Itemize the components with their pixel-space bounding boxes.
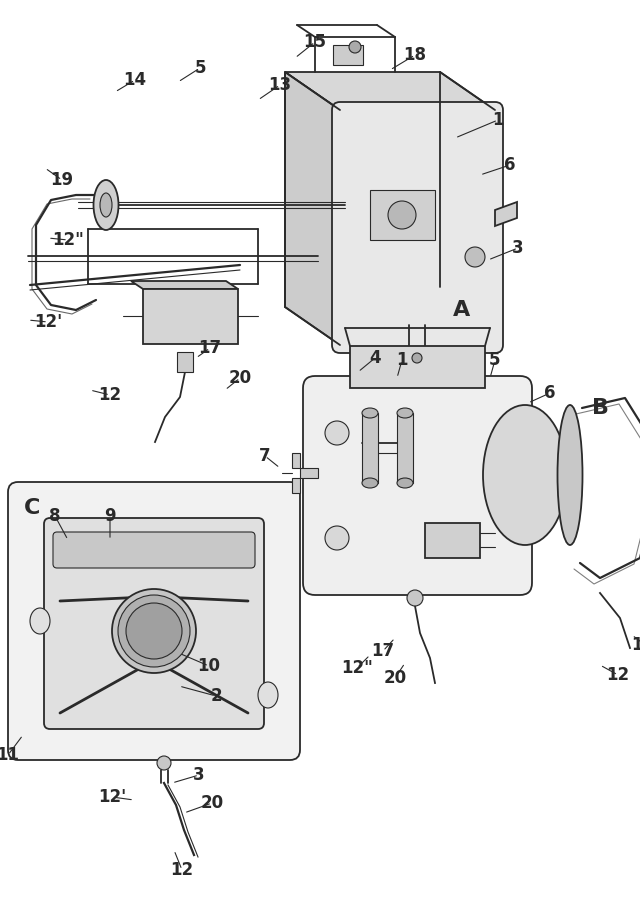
FancyBboxPatch shape [8, 482, 300, 760]
Text: 7: 7 [259, 447, 271, 465]
Bar [350, 346, 485, 388]
FancyBboxPatch shape [44, 518, 264, 729]
Text: 6: 6 [544, 384, 556, 402]
Text: 12": 12" [341, 659, 373, 677]
Ellipse shape [362, 408, 378, 418]
Text: 12": 12" [52, 231, 84, 249]
FancyBboxPatch shape [332, 102, 503, 353]
Circle shape [126, 603, 182, 659]
Circle shape [325, 421, 349, 445]
Text: 12: 12 [170, 861, 193, 879]
Text: A: A [453, 300, 470, 320]
Polygon shape [495, 202, 517, 226]
Ellipse shape [557, 405, 582, 545]
Bar [143, 289, 238, 344]
Text: 2: 2 [210, 687, 222, 705]
Polygon shape [285, 72, 495, 110]
FancyBboxPatch shape [303, 376, 532, 595]
Bar [397, 413, 413, 483]
Text: 20: 20 [200, 794, 223, 812]
Circle shape [465, 247, 485, 267]
Bar [362, 413, 378, 483]
Ellipse shape [362, 478, 378, 488]
Text: 10: 10 [198, 657, 221, 675]
Circle shape [157, 756, 171, 770]
Circle shape [412, 353, 422, 363]
Ellipse shape [93, 180, 118, 230]
Text: 8: 8 [49, 507, 61, 525]
Circle shape [325, 526, 349, 550]
Text: 12: 12 [99, 386, 122, 404]
Text: 17: 17 [198, 339, 221, 357]
Text: 6: 6 [504, 156, 516, 174]
Text: 12': 12' [98, 788, 126, 806]
Text: 18: 18 [403, 46, 426, 64]
Text: 11: 11 [0, 746, 19, 764]
Text: 4: 4 [369, 349, 381, 367]
Circle shape [349, 41, 361, 53]
Ellipse shape [483, 405, 567, 545]
Text: 5: 5 [195, 59, 205, 77]
Text: 12': 12' [631, 636, 640, 654]
Ellipse shape [100, 193, 112, 217]
Circle shape [118, 595, 190, 667]
Bar [425, 523, 480, 558]
Text: 20: 20 [383, 669, 406, 687]
Polygon shape [285, 72, 340, 345]
Text: 14: 14 [124, 71, 147, 89]
Ellipse shape [30, 608, 50, 634]
Circle shape [388, 201, 416, 229]
Bar [177, 352, 193, 372]
FancyBboxPatch shape [53, 532, 255, 568]
Text: 20: 20 [228, 369, 252, 387]
Text: 15: 15 [303, 33, 326, 51]
Bar [292, 478, 300, 493]
Text: B: B [591, 398, 609, 418]
Ellipse shape [397, 408, 413, 418]
Text: 19: 19 [51, 171, 74, 189]
Text: 3: 3 [512, 239, 524, 257]
Circle shape [407, 590, 423, 606]
Bar [300, 468, 318, 478]
Text: 12: 12 [607, 666, 630, 684]
Text: 1: 1 [492, 111, 504, 129]
Text: 13: 13 [268, 76, 292, 94]
Text: 12': 12' [34, 313, 62, 331]
Circle shape [112, 589, 196, 673]
Text: 5: 5 [489, 351, 500, 369]
Text: 17: 17 [371, 642, 395, 660]
Ellipse shape [397, 478, 413, 488]
Ellipse shape [258, 682, 278, 708]
Polygon shape [131, 281, 238, 289]
Text: C: C [24, 498, 40, 518]
Bar [292, 453, 300, 468]
Text: 9: 9 [104, 507, 116, 525]
Bar [370, 190, 435, 240]
Text: 3: 3 [193, 766, 205, 784]
Bar [333, 45, 363, 65]
Text: 1: 1 [396, 351, 408, 369]
